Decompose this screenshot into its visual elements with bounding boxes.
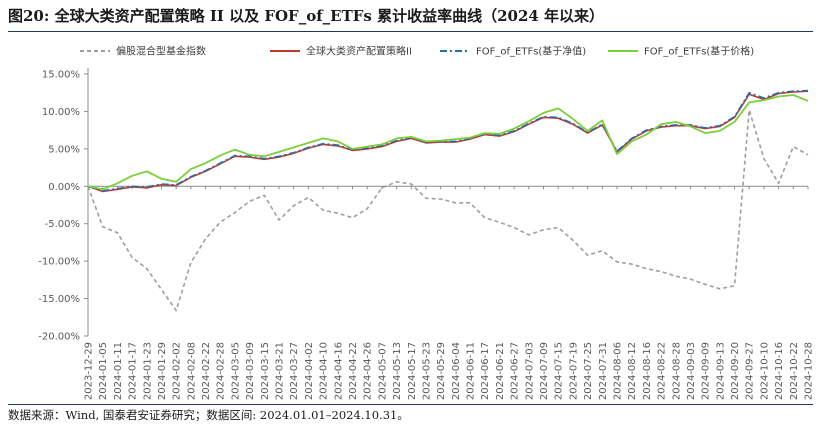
x-tick-label: 2024-09-27	[745, 342, 756, 400]
x-tick-label: 2024-03-27	[289, 342, 300, 400]
series-line-1	[87, 109, 809, 312]
x-tick-label: 2024-05-07	[377, 342, 388, 400]
series-line-2	[87, 90, 809, 193]
y-tick-label: 0.00%	[48, 182, 80, 193]
source-divider	[8, 404, 813, 405]
figure-title: 图20: 全球大类资产配置策略 II 以及 FOF_of_ETFs 累计收益率曲…	[8, 7, 605, 25]
x-tick-label: 2024-01-11	[113, 342, 124, 400]
x-tick-label: 2024-10-22	[789, 342, 800, 400]
x-tick-label: 2024-01-29	[157, 342, 168, 400]
x-tick-label: 2024-08-12	[627, 342, 638, 400]
x-tick-label: 2024-05-13	[392, 342, 403, 400]
x-tick-label: 2024-09-03	[686, 342, 697, 400]
x-tick-label: 2024-03-21	[275, 342, 286, 400]
x-tick-label: 2024-02-22	[201, 342, 212, 400]
x-tick-label: 2024-07-09	[539, 342, 550, 400]
x-tick-label: 2024-05-23	[421, 342, 432, 400]
x-tick-label: 2024-06-11	[466, 342, 477, 400]
y-tick-label: 5.00%	[48, 144, 80, 155]
x-tick-label: 2024-04-02	[304, 342, 315, 400]
legend-label-4: FOF_of_ETFs(基于价格)	[644, 45, 754, 58]
x-tick-label: 2024-08-06	[612, 342, 623, 400]
x-tick-label: 2024-06-21	[495, 342, 506, 400]
x-tick-label: 2024-03-05	[230, 342, 241, 400]
x-tick-label: 2024-09-09	[701, 342, 712, 400]
series-line-4	[87, 94, 809, 191]
x-tick-label: 2024-03-15	[260, 342, 271, 400]
x-tick-label: 2024-07-25	[583, 342, 594, 400]
x-tick-label: 2024-08-16	[642, 342, 653, 400]
x-tick-label: 2024-09-13	[715, 342, 726, 400]
x-axis: 2023-12-29 2024-01-05 2024-01-11 2024-01-17…	[84, 185, 815, 400]
x-tick-label: 2024-10-28	[804, 342, 815, 400]
x-tick-label: 2024-07-19	[568, 342, 579, 400]
x-tick-label: 2024-06-04	[451, 342, 462, 400]
x-tick-label: 2024-06-27	[510, 342, 521, 400]
x-tick-label: 2024-02-28	[216, 342, 227, 400]
y-tick-label: 15.00%	[42, 70, 80, 81]
x-tick-label: 2024-01-05	[98, 342, 109, 400]
x-tick-label: 2024-07-03	[524, 342, 535, 400]
x-tick-label: 2024-03-09	[245, 342, 256, 400]
x-tick-label: 2024-05-29	[436, 342, 447, 400]
y-tick-label: -15.00%	[38, 294, 80, 305]
y-tick-label: 10.00%	[42, 107, 80, 118]
x-tick-label: 2024-07-31	[598, 342, 609, 400]
y-axis: 15.00% 10.00% 5.00% 0.00% -5.00% -10.00% -15.0…	[38, 68, 89, 343]
x-tick-label: 2024-09-20	[730, 342, 741, 400]
legend-label-2: 全球大类资产配置策略II	[306, 45, 412, 58]
x-tick-label: 2024-02-08	[186, 342, 197, 400]
x-tick-label: 2024-04-22	[348, 342, 359, 400]
y-tick-label: -20.00%	[38, 332, 80, 343]
x-tick-label: 2024-05-17	[407, 342, 418, 400]
x-tick-label: 2024-06-17	[480, 342, 491, 400]
y-tick-label: -5.00%	[45, 219, 80, 230]
x-tick-label: 2024-07-15	[554, 342, 565, 400]
legend-label-1: 偏股混合型基金指数	[116, 45, 206, 58]
x-tick-label: 2024-10-10	[759, 342, 770, 400]
x-tick-label: 2024-04-16	[333, 342, 344, 400]
x-tick-label: 2024-02-02	[172, 342, 183, 400]
x-tick-label: 2024-10-16	[774, 342, 785, 400]
x-tick-label: 2024-04-10	[319, 342, 330, 400]
x-tick-label: 2024-01-23	[142, 342, 153, 400]
y-tick-label: -10.00%	[38, 257, 80, 268]
source-note: 数据来源：Wind, 国泰君安证券研究；数据区间: 2024.01.01–202…	[8, 408, 409, 422]
chart-legend: 偏股混合型基金指数 全球大类资产配置策略II FOF_of_ETFs(基于净值) FO…	[80, 45, 754, 58]
cumulative-return-chart: 偏股混合型基金指数 全球大类资产配置策略II FOF_of_ETFs(基于净值) FO…	[38, 45, 815, 401]
plot-lines	[87, 89, 809, 312]
legend-label-3: FOF_of_ETFs(基于净值)	[476, 45, 586, 58]
x-tick-label: 2024-01-17	[128, 342, 139, 400]
x-tick-label: 2024-08-28	[671, 342, 682, 400]
x-tick-label: 2023-12-29	[84, 342, 95, 400]
title-divider	[8, 31, 813, 32]
x-tick-label: 2024-04-26	[363, 342, 374, 400]
x-tick-label: 2024-08-22	[657, 342, 668, 400]
